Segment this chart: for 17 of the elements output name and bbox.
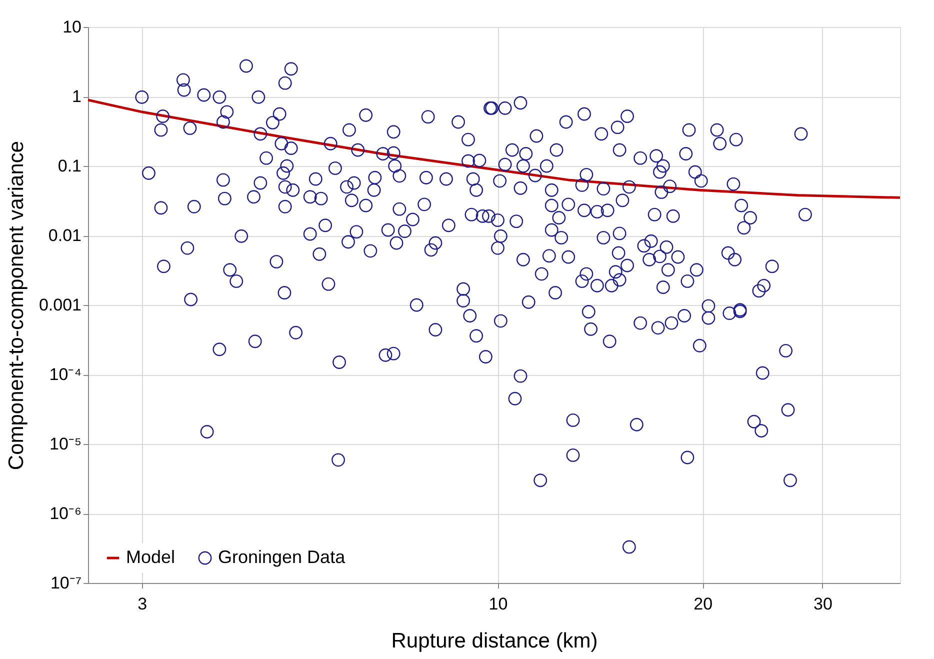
- y-tick-label: 0.01: [48, 226, 82, 245]
- y-tick-label: 1: [72, 87, 82, 106]
- x-tick-label: 10: [488, 594, 508, 614]
- y-tick-label: 10⁻⁷: [50, 574, 82, 592]
- y-tick-label: 0.001: [38, 296, 82, 314]
- y-axis-title: Component-to-component variance: [4, 140, 28, 470]
- y-tick-label: 10⁻⁶: [50, 504, 82, 523]
- x-tick-label: 30: [813, 594, 832, 614]
- y-tick-label: 10⁻⁴: [49, 365, 82, 384]
- x-axis-title: Rupture distance (km): [391, 630, 598, 652]
- legend-label: Groningen Data: [218, 547, 346, 567]
- x-tick-label: 3: [138, 594, 148, 614]
- y-tick-label: 0.1: [58, 156, 82, 176]
- x-tick-label: 20: [694, 594, 713, 614]
- legend-label: Model: [126, 547, 176, 567]
- y-tick-label: 10: [62, 18, 82, 36]
- y-tick-label: 10⁻⁵: [50, 434, 82, 454]
